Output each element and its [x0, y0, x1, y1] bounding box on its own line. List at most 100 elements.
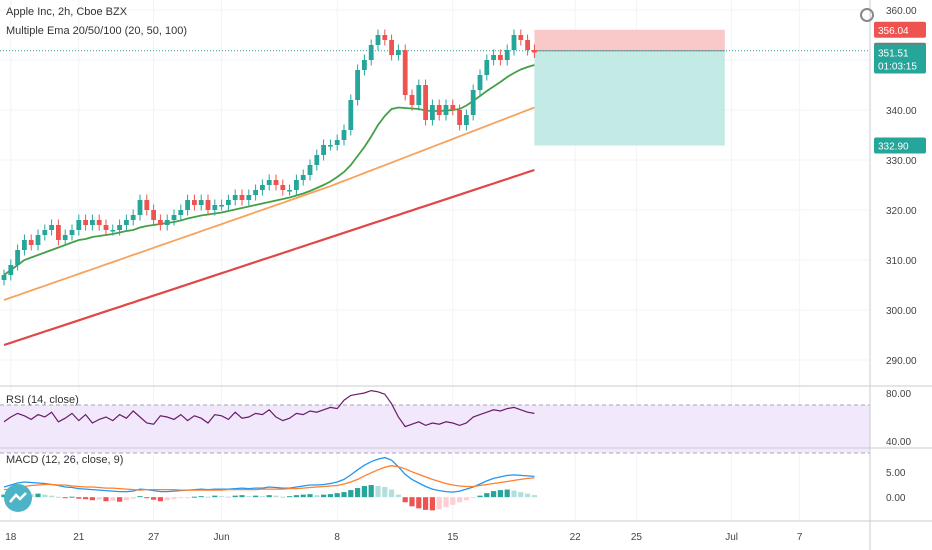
macd-histogram-bar: [457, 497, 463, 503]
candle: [321, 145, 326, 155]
price-tick-label: 290.00: [886, 356, 917, 367]
candle: [294, 180, 299, 190]
macd-histogram-bar: [375, 486, 381, 498]
macd-signal-line: [3, 465, 535, 491]
candle: [300, 175, 306, 180]
price-tick-label: 330.00: [886, 156, 917, 167]
candle: [457, 110, 462, 125]
candle: [178, 210, 184, 215]
candle: [198, 200, 204, 205]
gear-icon[interactable]: [860, 8, 874, 22]
candle: [158, 220, 163, 225]
macd-histogram-bar: [293, 495, 299, 498]
macd-histogram-bar: [273, 495, 279, 498]
macd-histogram-bar: [42, 494, 48, 498]
candle: [124, 220, 129, 225]
macd-histogram-bar: [470, 497, 476, 499]
tradingview-logo-icon[interactable]: [4, 484, 32, 512]
macd-histogram-bar: [382, 487, 388, 498]
chart-title: Apple Inc, 2h, Cboe BZX: [6, 6, 128, 18]
macd-histogram-bar: [246, 496, 252, 498]
macd-histogram-bar: [531, 495, 537, 498]
candle: [8, 265, 14, 275]
price-tag: [874, 44, 926, 61]
candle: [144, 200, 150, 210]
candle: [504, 50, 510, 60]
candle: [110, 230, 116, 232]
candle: [328, 145, 333, 147]
candle: [307, 165, 313, 175]
macd-histogram-bar: [327, 494, 333, 498]
candle: [341, 130, 347, 140]
candle: [409, 95, 415, 105]
indicator-legend-ema[interactable]: Multiple Ema 20/50/100 (20, 50, 100): [6, 25, 188, 37]
candle: [382, 35, 388, 40]
candle: [287, 190, 292, 192]
x-tick-label: 27: [148, 532, 160, 543]
price-tag-label: 351.51: [878, 48, 909, 59]
macd-histogram-bar: [389, 489, 395, 498]
macd-histogram-bar: [341, 492, 347, 498]
candle: [450, 105, 456, 110]
candle: [260, 185, 265, 190]
macd-histogram-bar: [55, 496, 61, 498]
candle: [511, 35, 517, 50]
macd-histogram-bar: [164, 497, 170, 501]
candle: [423, 85, 428, 120]
candle: [334, 140, 340, 145]
macd-histogram-bar: [205, 496, 211, 498]
macd-histogram-bar: [504, 489, 510, 498]
macd-histogram-bar: [450, 497, 456, 505]
macd-histogram-bar: [463, 497, 469, 501]
candle: [477, 75, 483, 90]
stop-loss-zone: [534, 29, 725, 51]
macd-histogram-bar: [253, 495, 259, 498]
macd-histogram-bar: [89, 497, 95, 501]
macd-histogram-bar: [1, 494, 7, 498]
indicator-legend-macd[interactable]: MACD (12, 26, close, 9): [6, 454, 124, 466]
macd-histogram-bar: [225, 496, 231, 498]
candle: [205, 200, 211, 210]
macd-histogram-bar: [83, 497, 89, 500]
macd-histogram-bar: [178, 497, 184, 499]
candle: [246, 195, 252, 200]
macd-histogram-bar: [497, 490, 503, 498]
candle: [232, 195, 238, 200]
candle: [56, 225, 61, 240]
macd-histogram-bar: [307, 494, 313, 498]
macd-histogram-bar: [191, 496, 197, 498]
macd-histogram-bar: [76, 497, 82, 499]
x-tick-label: 21: [73, 532, 85, 543]
macd-histogram-bar: [525, 493, 531, 498]
macd-histogram-bar: [484, 493, 490, 498]
candle: [192, 200, 197, 205]
x-tick-label: 22: [570, 532, 582, 543]
candle: [96, 220, 102, 225]
macd-histogram-bar: [198, 496, 204, 498]
macd-histogram-bar: [321, 494, 327, 498]
ema50-line: [3, 106, 535, 301]
price-tick-label: 300.00: [886, 306, 917, 317]
candle: [280, 185, 286, 190]
x-tick-label: 25: [631, 532, 643, 543]
macd-histogram-bar: [117, 497, 123, 502]
x-tick-label: Jun: [214, 532, 230, 543]
candle: [1, 275, 7, 280]
candle: [42, 230, 48, 235]
macd-histogram-bar: [477, 495, 483, 498]
macd-histogram-bar: [355, 488, 361, 498]
candle: [389, 40, 394, 55]
candle: [470, 90, 476, 115]
macd-histogram-bar: [123, 497, 129, 501]
macd-histogram-bar: [348, 490, 354, 498]
macd-histogram-bar: [402, 497, 408, 503]
candle: [76, 220, 82, 230]
macd-histogram-bar: [232, 495, 238, 498]
macd-histogram-bar: [409, 497, 415, 507]
candle: [443, 105, 449, 115]
macd-histogram-bar: [287, 496, 293, 498]
indicator-legend-rsi[interactable]: RSI (14, close): [6, 394, 79, 406]
macd-histogram-bar: [151, 497, 157, 500]
candle: [532, 50, 537, 53]
